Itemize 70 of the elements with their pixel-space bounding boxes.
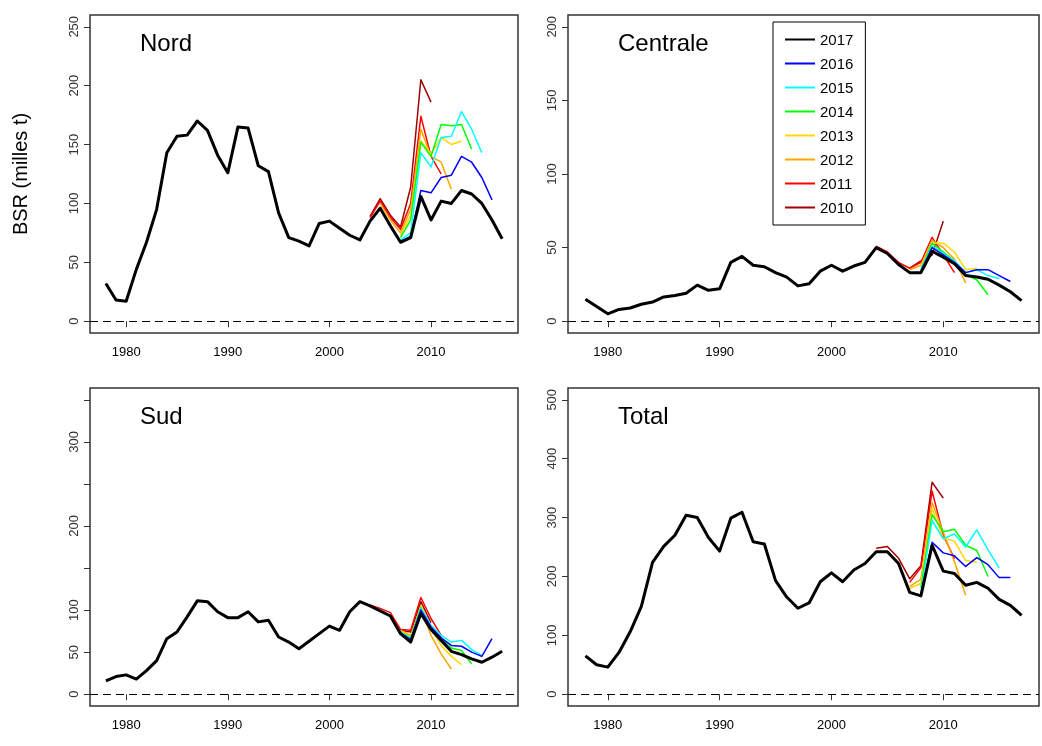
x-tick-label: 1990 — [705, 344, 735, 359]
text: Sud — [140, 401, 183, 429]
x-tick-label: 1990 — [213, 717, 243, 732]
x-tick-label: 1980 — [111, 344, 141, 359]
line-series — [399, 136, 463, 236]
x-tick-label: 1980 — [593, 344, 623, 359]
x-tick-label: 2000 — [816, 717, 846, 732]
legend-label: 2014 — [820, 103, 854, 120]
y-tick-label: 0 — [66, 317, 81, 325]
y-tick-label: 100 — [544, 624, 559, 647]
y-tick-label: 100 — [66, 599, 81, 621]
y-axis-title: BSR (milles t) — [9, 112, 31, 236]
legend-label: 2012 — [820, 151, 854, 168]
y-tick-label: 50 — [66, 644, 81, 660]
y-tick-label: 150 — [544, 89, 559, 112]
legend-label: 2011 — [820, 175, 853, 192]
x-tick-label: 2000 — [816, 344, 846, 359]
y-tick-label: 200 — [544, 15, 559, 38]
line-series — [379, 128, 453, 234]
line-series — [399, 123, 473, 239]
text: Nord — [140, 28, 193, 56]
x-tick-label: 1980 — [593, 717, 623, 732]
line-series — [908, 502, 967, 597]
x-tick-label: 2010 — [416, 344, 446, 359]
x-tick-label: 1990 — [213, 344, 243, 359]
legend-label: 2015 — [820, 79, 854, 96]
y-tick-label: 0 — [544, 317, 559, 325]
text: Centrale — [618, 28, 709, 56]
line-series — [369, 79, 432, 228]
legend-label: 2013 — [820, 127, 854, 144]
x-tick-label: 1990 — [705, 717, 735, 732]
line-series — [583, 510, 1024, 669]
y-tick-label: 200 — [544, 565, 559, 588]
line-series — [399, 607, 483, 657]
y-tick-label: 50 — [544, 240, 559, 255]
x-tick-label: 2000 — [314, 344, 344, 359]
y-tick-label: 100 — [66, 192, 81, 215]
x-tick-label: 2000 — [314, 717, 344, 732]
line-series — [908, 507, 978, 589]
y-tick-label: 50 — [66, 255, 81, 270]
legend-label: 2017 — [820, 31, 854, 48]
x-tick-label: 1980 — [111, 717, 141, 732]
line-series — [104, 119, 504, 303]
line-series — [104, 599, 504, 683]
line-series — [369, 115, 442, 231]
line-series — [908, 490, 956, 584]
y-tick-label: 100 — [544, 163, 559, 185]
x-tick-label: 2010 — [416, 717, 446, 732]
y-tick-label: 300 — [544, 506, 559, 529]
line-series — [583, 246, 1024, 316]
legend-label: 2010 — [820, 199, 854, 216]
y-tick-label: 200 — [66, 515, 81, 537]
line-series — [875, 481, 945, 580]
y-tick-label: 0 — [544, 690, 559, 698]
y-tick-label: 150 — [66, 133, 81, 156]
y-tick-label: 200 — [66, 74, 81, 97]
line-series — [920, 245, 1000, 280]
y-tick-label: 0 — [66, 690, 81, 698]
line-series — [920, 513, 989, 589]
line-series — [908, 239, 967, 284]
y-tick-label: 400 — [544, 447, 559, 470]
y-tick-label: 300 — [66, 430, 81, 453]
legend-label: 2016 — [820, 55, 854, 72]
x-tick-label: 2010 — [928, 344, 958, 359]
line-series — [920, 242, 978, 271]
y-tick-label: 250 — [66, 15, 81, 38]
line-series — [399, 110, 483, 241]
y-tick-label: 500 — [544, 388, 559, 411]
text: Total — [618, 401, 669, 429]
x-tick-label: 2010 — [928, 717, 958, 732]
